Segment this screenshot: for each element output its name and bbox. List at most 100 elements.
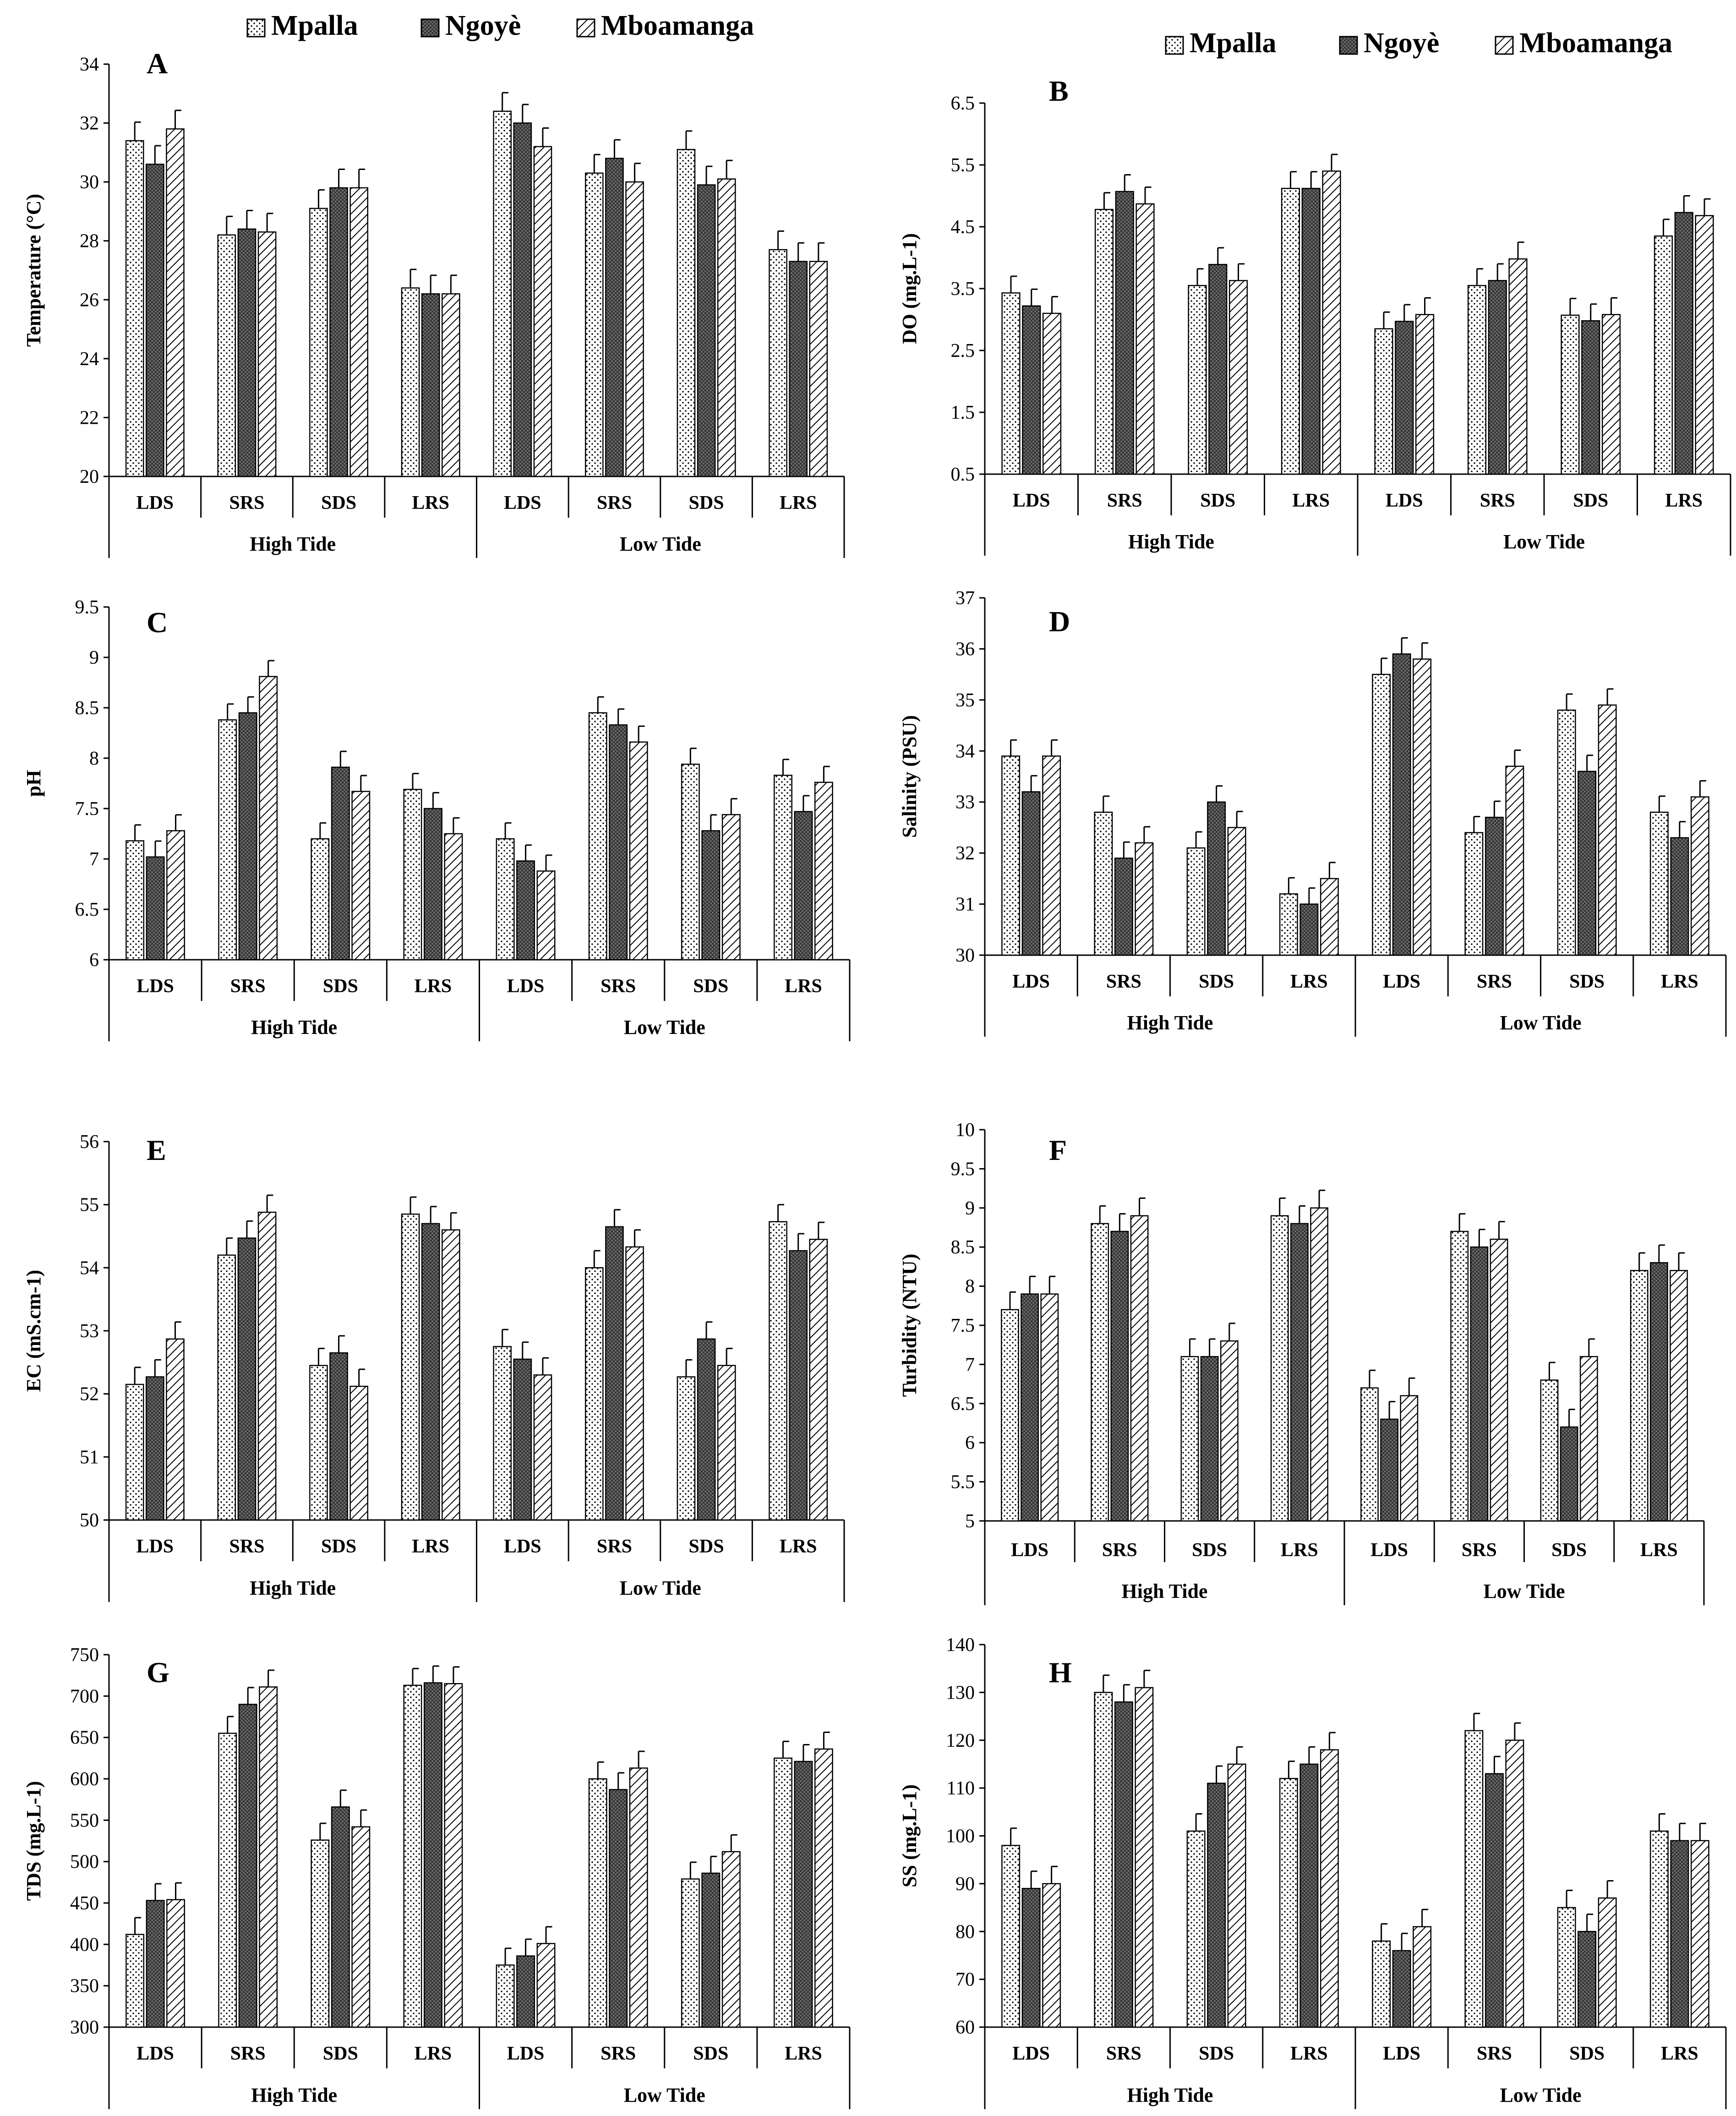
bar-mpalla (217, 234, 236, 477)
x-tick-label: SDS (689, 1536, 724, 1557)
bar-mpalla (1001, 1309, 1019, 1522)
x-tick-label: SDS (1551, 1540, 1587, 1561)
bar-ngoy (1485, 1773, 1504, 2028)
y-tick-label: 37 (955, 588, 975, 609)
bar-ngoy (701, 830, 721, 961)
legend-swatch (246, 18, 266, 38)
bar-mpalla (311, 1839, 330, 2028)
bar-mpalla (1630, 1270, 1649, 1522)
y-tick-label: 70 (955, 1969, 975, 1990)
x-tick-label: SDS (321, 1536, 356, 1557)
bar-mboamanga (1220, 1340, 1239, 1522)
bar-ngoy (1392, 1950, 1411, 2028)
chart-panel-c: 6 6.5 7 7.5 8 8.5 9 9.5 pH C LDS SRS SDS LRS LDS SRS SDS… (22, 597, 851, 1041)
bar-mboamanga (1400, 1395, 1419, 1522)
y-tick-label: 31 (955, 894, 975, 915)
group-label: Low Tide (620, 533, 701, 555)
bar-ngoy (605, 1226, 624, 1521)
y-tick-label: 28 (80, 231, 99, 252)
group-label: High Tide (1128, 530, 1214, 553)
chart-panel-e: 50 51 52 53 54 55 56 EC (mS.cm-1) E LDS SRS SDS LRS L… (22, 1132, 845, 1602)
bar-mboamanga (1130, 1215, 1149, 1522)
y-axis-label: Temperature (°C) (22, 194, 45, 347)
bar-mboamanga (1320, 1749, 1339, 2028)
bar-ngoy (423, 808, 442, 961)
bar-ngoy (146, 164, 164, 477)
chart-panel-d: 30 31 32 33 34 35 36 37 Salinity (PSU) D LDS SRS SDS… (898, 588, 1727, 1037)
group-label: Low Tide (1483, 1580, 1565, 1602)
bar-mpalla (588, 1778, 607, 2028)
y-axis-label: pH (22, 770, 45, 797)
group-label: Low Tide (624, 2084, 705, 2106)
bar-mpalla (125, 140, 144, 477)
x-tick-label: SDS (1200, 490, 1235, 511)
bar-mpalla (1649, 1830, 1669, 2028)
bar-mpalla (403, 788, 422, 961)
bar-ngoy (423, 1682, 442, 2028)
bar-ngoy (605, 158, 624, 477)
x-tick-label: LRS (1290, 971, 1328, 992)
bar-ngoy (421, 1223, 440, 1521)
bar-ngoy (1560, 1426, 1578, 1522)
bar-mpalla (1180, 1356, 1199, 1522)
y-axis-label: SS (mg.L-1) (898, 1784, 921, 1887)
bar-ngoy (516, 1955, 535, 2028)
legend-entry: Mpalla (271, 10, 358, 41)
bar-ngoy (1578, 771, 1597, 956)
bar-mpalla (1270, 1215, 1289, 1522)
bar-mboamanga (1040, 1293, 1059, 1522)
bar-ngoy (146, 856, 165, 961)
x-tick-label: SRS (1462, 1540, 1497, 1561)
y-tick-label: 34 (955, 741, 975, 762)
bar-mboamanga (1135, 203, 1155, 475)
bar-ngoy (1470, 1246, 1489, 1522)
bar-mboamanga (1322, 170, 1341, 475)
group-label: High Tide (250, 1577, 336, 1599)
bar-mpalla (1464, 832, 1484, 956)
x-tick-label: LDS (504, 492, 541, 514)
bar-ngoy (1207, 801, 1226, 956)
y-tick-label: 26 (80, 290, 99, 311)
x-tick-label: LRS (780, 492, 817, 514)
y-tick-label: 53 (80, 1321, 99, 1342)
bar-ngoy (1380, 1418, 1399, 1522)
bar-mpalla (1540, 1379, 1559, 1522)
y-tick-label: 500 (70, 1852, 99, 1873)
bar-mboamanga (536, 870, 556, 961)
y-tick-label: 8 (89, 748, 99, 769)
x-tick-label: LDS (1383, 2043, 1420, 2064)
bar-ngoy (331, 766, 350, 961)
bar-ngoy (1670, 837, 1689, 956)
bar-mboamanga (259, 1686, 278, 2028)
bar-mboamanga (1505, 1739, 1524, 2028)
y-tick-label: 7 (965, 1354, 975, 1375)
bar-ngoy (516, 860, 535, 961)
y-tick-label: 350 (70, 1976, 99, 1997)
x-tick-label: LDS (136, 492, 174, 514)
bar-ngoy (1208, 264, 1228, 475)
bar-ngoy (421, 293, 440, 477)
bar-mpalla (496, 1964, 515, 2028)
chart-panel-g: 300 350 400 450 500 550 600 650 700 750 TDS (mg.L-… (22, 1645, 851, 2109)
bar-mboamanga (721, 1851, 741, 2028)
bar-mpalla (1091, 1223, 1109, 1522)
x-tick-label: LRS (1281, 1540, 1318, 1561)
bar-ngoy (1578, 1931, 1597, 2028)
y-tick-label: 700 (70, 1686, 99, 1707)
bar-mboamanga (257, 231, 277, 477)
bar-ngoy (513, 122, 532, 477)
bar-ngoy (1649, 1262, 1668, 1522)
bar-mpalla (584, 1267, 604, 1521)
bar-ngoy (1670, 1840, 1689, 2028)
bar-mboamanga (351, 791, 371, 961)
bar-ngoy (1674, 212, 1693, 475)
x-tick-label: SRS (230, 2043, 266, 2064)
y-tick-label: 130 (946, 1682, 975, 1703)
y-tick-label: 120 (946, 1730, 975, 1751)
group-label: High Tide (1127, 2084, 1213, 2106)
bar-ngoy (1022, 305, 1041, 475)
x-tick-label: LRS (1661, 2043, 1698, 2064)
y-tick-label: 100 (946, 1826, 975, 1847)
bar-mpalla (493, 110, 512, 477)
bar-mpalla (1001, 1845, 1021, 2028)
